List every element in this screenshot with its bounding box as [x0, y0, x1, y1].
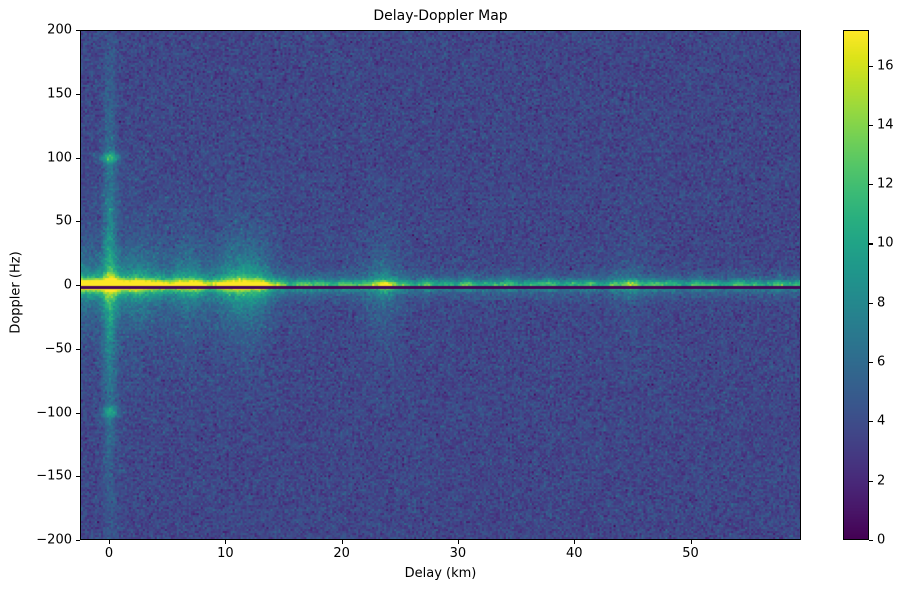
y-tick-label: −50: [44, 341, 72, 357]
colorbar-tick-label: 8: [877, 295, 886, 311]
colorbar-tick-label: 4: [877, 413, 886, 429]
x-tick-label: 50: [682, 546, 699, 561]
x-tick-mark: [109, 540, 111, 544]
y-tick-label: 100: [47, 150, 72, 165]
y-tick-mark: [76, 285, 80, 287]
y-tick-mark: [76, 221, 80, 223]
y-tick-mark: [76, 476, 80, 478]
x-axis-label: Delay (km): [404, 566, 477, 581]
x-tick-label: 20: [333, 546, 350, 561]
colorbar-tick-label: 12: [877, 176, 894, 192]
colorbar-tick-label: 16: [877, 58, 894, 74]
y-tick-label: −150: [36, 468, 72, 484]
delay-doppler-heatmap-axes[interactable]: [80, 30, 801, 540]
colorbar-tick-mark: [869, 540, 873, 542]
colorbar-tick-label: 6: [877, 354, 886, 370]
y-tick-mark: [76, 93, 80, 95]
colorbar-tick-label: 2: [877, 473, 886, 489]
colorbar-tick-mark: [869, 124, 873, 126]
colorbar-tick-mark: [869, 184, 873, 186]
colorbar-tick-label: 0: [877, 532, 886, 548]
x-tick-mark: [690, 540, 692, 544]
page-title: Delay-Doppler Map: [373, 8, 508, 24]
y-tick-label: 0: [63, 277, 72, 293]
colorbar-tick-mark: [869, 243, 873, 245]
colorbar-gradient: [844, 31, 868, 539]
y-tick-label: 150: [47, 86, 72, 102]
colorbar-tick-mark: [869, 362, 873, 364]
heatmap-image: [81, 31, 800, 539]
colorbar-tick-label: 14: [877, 117, 894, 133]
y-tick-mark: [76, 157, 80, 159]
x-tick-label: 30: [449, 546, 467, 561]
colorbar-tick-mark: [869, 480, 873, 482]
x-tick-label: 0: [104, 546, 114, 561]
y-tick-mark: [76, 540, 80, 542]
x-tick-label: 10: [217, 546, 234, 561]
y-tick-mark: [76, 30, 80, 32]
y-tick-label: −100: [36, 405, 72, 420]
colorbar-tick-mark: [869, 65, 873, 67]
y-tick-mark: [76, 412, 80, 414]
x-tick-mark: [574, 540, 576, 544]
x-tick-mark: [225, 540, 227, 544]
colorbar-tick-label: 10: [877, 235, 894, 251]
x-tick-label: 40: [565, 546, 583, 561]
y-tick-label: 50: [55, 213, 72, 229]
colorbar-tick-mark: [869, 421, 873, 423]
x-tick-mark: [341, 540, 343, 544]
x-tick-mark: [457, 540, 460, 544]
colorbar[interactable]: [843, 30, 869, 540]
y-tick-label: −200: [36, 532, 72, 548]
y-tick-mark: [76, 348, 80, 350]
y-tick-label: 200: [47, 22, 72, 38]
y-axis-label: Doppler (Hz): [8, 251, 24, 334]
colorbar-tick-mark: [869, 302, 873, 304]
